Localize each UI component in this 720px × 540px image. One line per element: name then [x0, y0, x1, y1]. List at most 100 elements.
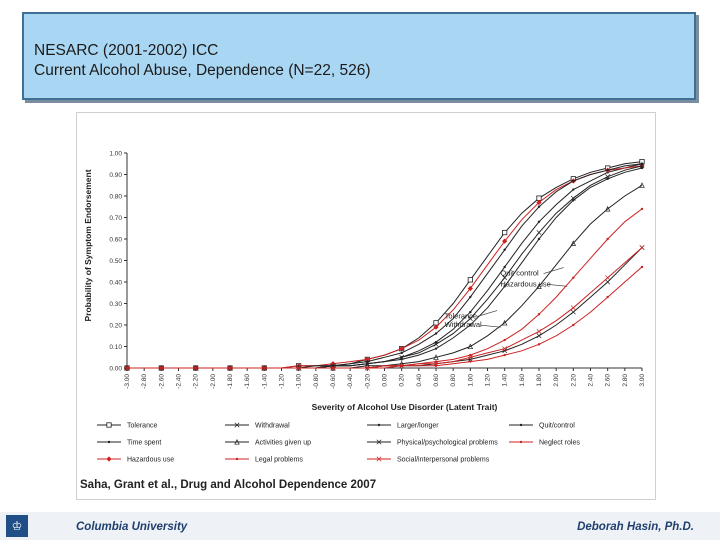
x-tick-label: -1.20 [279, 374, 286, 389]
series-marker [537, 220, 541, 223]
legend-label: Larger/longer [397, 423, 439, 430]
series-marker [502, 238, 508, 244]
series-marker [640, 162, 644, 165]
legend-item: Time spent [97, 440, 161, 447]
series-marker [377, 423, 381, 427]
series-marker [366, 362, 369, 365]
x-tick-label: 0.00 [382, 374, 389, 387]
series-marker [536, 195, 542, 201]
y-tick-label: 0.70 [109, 215, 122, 222]
series-marker [434, 364, 438, 368]
series-marker [570, 240, 577, 246]
series-marker [434, 347, 438, 350]
annotation-leader [547, 284, 568, 287]
series-line [127, 165, 643, 369]
x-tick-label: -2.00 [210, 374, 217, 389]
legend-label: Time spent [127, 440, 161, 447]
series-marker [502, 346, 508, 352]
annotation-label: Withdrawal [445, 320, 482, 329]
series-tolerance [124, 159, 645, 371]
series-physical-psychological-problems [124, 245, 645, 371]
x-tick-label: 0.60 [433, 374, 440, 387]
legend-item: Neglect roles [509, 440, 580, 447]
series-line [127, 167, 643, 369]
y-tick-label: 1.00 [109, 151, 122, 158]
series-withdrawal [124, 163, 645, 371]
legend-item: Activities given up [225, 439, 311, 447]
series-line [127, 247, 643, 369]
series-marker [606, 169, 609, 172]
annotation-label: Quit control [500, 269, 539, 278]
series-marker [469, 360, 472, 363]
series-marker [434, 332, 438, 335]
series-marker [537, 343, 541, 346]
legend-item: Tolerance [97, 422, 157, 430]
x-tick-label: 1.80 [536, 374, 543, 387]
series-marker [640, 207, 644, 211]
series-marker [469, 295, 472, 299]
x-tick-label: -1.60 [244, 374, 251, 389]
series-marker [433, 320, 439, 326]
series-marker [604, 205, 611, 212]
series-quit-control [125, 162, 644, 370]
series-marker [537, 205, 541, 208]
annotation-leader [476, 310, 498, 317]
series-marker [536, 199, 542, 206]
series-marker [228, 366, 232, 370]
x-tick-label: 1.40 [502, 374, 509, 387]
series-marker [572, 276, 575, 279]
x-tick-label: -2.40 [176, 374, 183, 389]
series-marker [639, 245, 645, 251]
series-marker [469, 310, 472, 314]
series-marker [376, 439, 382, 445]
figure-panel: 0.00 0.10 0.20 0.30 0.40 0.50 0.60 0.70 0.80 0.90… [76, 112, 656, 500]
legend-label: Social/interpersonal problems [397, 457, 490, 464]
series-time-spent [125, 162, 644, 370]
series-marker [501, 319, 508, 326]
series-marker [536, 283, 542, 289]
series-marker [234, 439, 240, 445]
crown-shield-icon: ♔ [6, 515, 28, 537]
series-marker [467, 343, 474, 350]
series-marker [376, 456, 382, 462]
series-line [127, 165, 643, 369]
series-marker [639, 163, 645, 169]
series-line [127, 208, 643, 369]
legend-label: Quit/control [539, 423, 575, 430]
series-marker [519, 440, 523, 444]
x-tick-label: 0.20 [399, 374, 406, 387]
series-marker [433, 324, 439, 330]
series-marker [467, 277, 473, 283]
footer-author: Deborah Hasin, Ph.D. [577, 521, 694, 533]
series-marker [572, 323, 575, 327]
legend-label: Activities given up [255, 440, 311, 447]
series-marker [125, 366, 129, 370]
series-neglect-roles [125, 265, 644, 370]
series-line [127, 163, 643, 369]
annotation-leader [543, 267, 564, 274]
series-marker [433, 341, 439, 347]
series-marker [366, 360, 369, 363]
series-marker [536, 329, 542, 334]
icc-chart: 0.00 0.10 0.20 0.30 0.40 0.50 0.60 0.70 0.80 0.90… [83, 151, 646, 464]
series-marker [106, 422, 112, 428]
legend-label: Physical/psychological problems [397, 440, 498, 447]
series-marker [503, 248, 506, 251]
y-tick-label: 0.30 [109, 301, 122, 308]
series-marker [399, 346, 405, 352]
x-tick-label: 1.00 [467, 374, 474, 387]
x-tick-label: -0.40 [347, 374, 354, 389]
x-tick-label: -0.60 [330, 374, 337, 389]
series-marker [570, 195, 576, 201]
series-marker [106, 456, 112, 462]
x-tick-label: 0.40 [416, 374, 423, 387]
x-tick-label: 0.80 [450, 374, 457, 387]
legend-item: Social/interpersonal problems [367, 457, 490, 464]
legend-item: Withdrawal [225, 423, 290, 430]
x-axis-label: Severity of Alcohol Use Disorder (Latent… [312, 402, 498, 412]
series-marker [503, 353, 506, 357]
x-tick-label: 2.00 [553, 374, 560, 387]
series-marker [263, 366, 266, 370]
y-axis-label: Probability of Symptom Endorsement [83, 169, 93, 321]
x-tick-label: -1.80 [227, 374, 234, 389]
